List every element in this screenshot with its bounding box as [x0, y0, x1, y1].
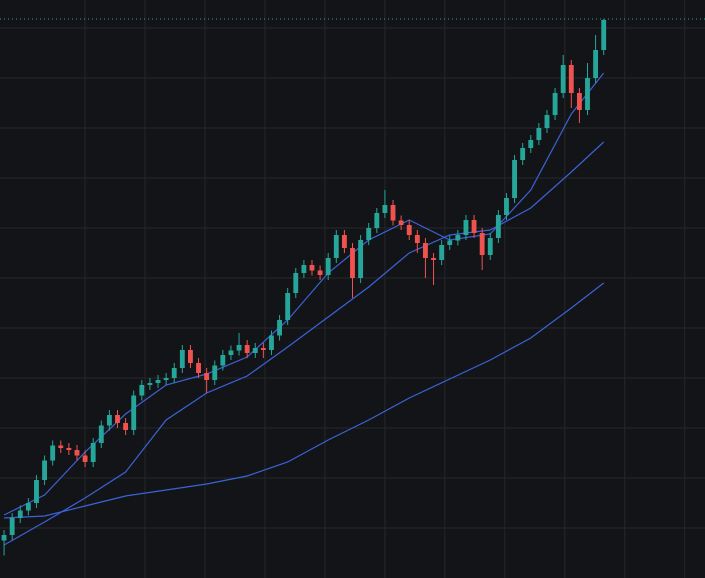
candle-body	[244, 345, 250, 353]
candle-body	[382, 205, 388, 213]
candle-body	[90, 443, 96, 462]
candle-body	[512, 160, 517, 198]
candle-body	[82, 455, 88, 462]
candle-body	[341, 235, 347, 248]
moving-average-line	[4, 282, 605, 519]
candle-body	[252, 348, 258, 353]
candle-body	[585, 78, 590, 110]
candle-body	[50, 445, 56, 461]
candle-body	[74, 450, 80, 456]
candle-body	[9, 518, 15, 535]
candle-body	[115, 415, 120, 423]
candle-body	[504, 198, 509, 215]
candle-body	[309, 265, 315, 271]
candle-body	[601, 20, 607, 50]
candle-body	[139, 385, 145, 396]
candle-body	[196, 363, 201, 373]
candle-body	[414, 235, 420, 243]
candle-body	[25, 503, 31, 511]
candle-body	[544, 115, 550, 128]
candle-body	[536, 128, 542, 140]
candle-body	[423, 243, 428, 258]
candle-body	[463, 220, 469, 235]
candle-body	[325, 258, 331, 275]
candle-body	[123, 423, 129, 430]
candle-body	[260, 348, 266, 350]
candle-body	[455, 235, 461, 241]
candle-body	[560, 65, 566, 93]
candle-body	[285, 293, 291, 320]
candle-body	[487, 238, 493, 255]
candle-body	[358, 240, 364, 278]
candle-body	[431, 258, 436, 260]
candle-body	[520, 148, 526, 160]
candle-body	[390, 205, 396, 221]
candle-body	[277, 320, 282, 336]
candle-body	[366, 228, 372, 240]
candle-body	[147, 383, 153, 385]
candle-body	[228, 350, 234, 355]
candle-body	[42, 460, 47, 480]
candle-body	[98, 425, 104, 443]
candle-body	[1, 535, 7, 541]
candle-body	[163, 378, 169, 380]
candle-body	[220, 355, 226, 366]
candle-body	[406, 225, 412, 235]
candle-body	[179, 350, 185, 368]
candle-body	[350, 248, 355, 278]
candle-body	[447, 240, 453, 245]
candle-body	[58, 445, 64, 448]
candle-body	[374, 213, 380, 228]
candle-body	[204, 373, 210, 380]
candle-body	[317, 270, 323, 275]
candle-body	[301, 265, 307, 273]
candle-body	[236, 345, 242, 351]
candle-body	[171, 368, 177, 378]
candle-body	[106, 415, 112, 426]
candle-body	[576, 93, 582, 110]
candle-body	[131, 395, 137, 430]
candle-body	[439, 245, 445, 260]
candle-body	[66, 448, 72, 450]
candle-body	[212, 365, 218, 380]
candle-body	[495, 215, 501, 238]
candle-body	[479, 233, 485, 255]
candle-body	[398, 220, 404, 225]
candle-body	[568, 65, 574, 93]
candle-body	[333, 235, 339, 258]
moving-average-line	[3, 72, 605, 516]
candle-body	[528, 140, 534, 148]
candle-body	[155, 380, 161, 383]
candle-body	[34, 480, 39, 503]
candle-body	[593, 50, 599, 78]
candle-body	[471, 220, 477, 233]
moving-average-line	[3, 141, 605, 546]
candle-body	[269, 335, 274, 350]
candle-body	[552, 93, 558, 115]
candle-body	[188, 350, 193, 363]
candle-body	[17, 510, 23, 518]
candle-body	[293, 273, 299, 293]
